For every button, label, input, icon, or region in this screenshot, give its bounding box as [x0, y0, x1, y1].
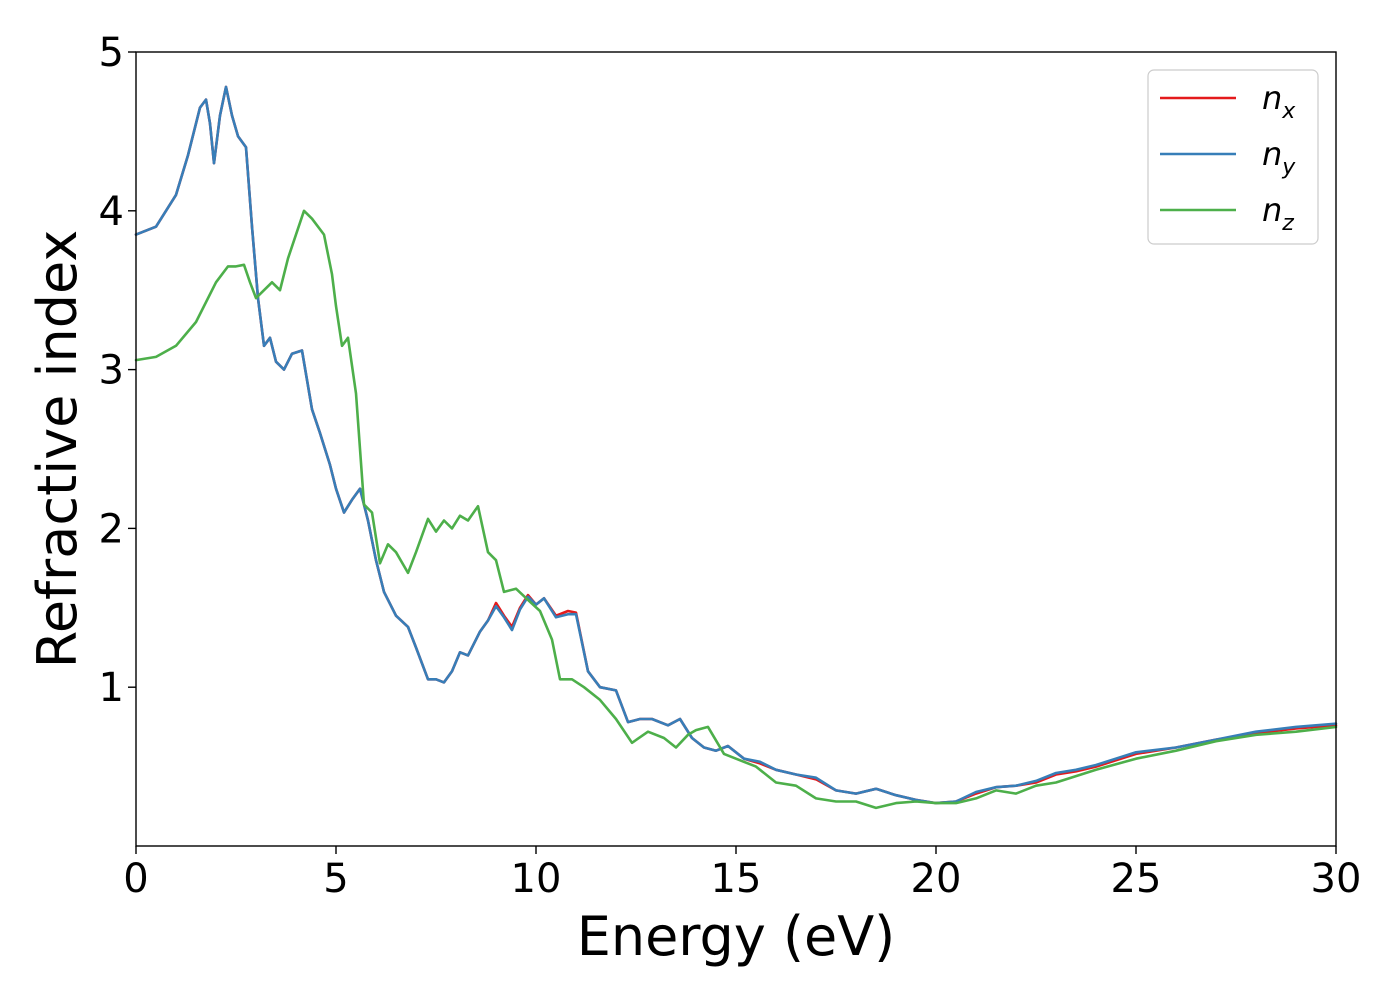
x-tick-label: 30	[1311, 856, 1362, 902]
x-tick-label: 20	[911, 856, 962, 902]
y-tick-label: 5	[99, 30, 124, 76]
plot-area	[134, 85, 1338, 810]
legend-label-nx: nx	[1262, 79, 1296, 124]
series-line-nz	[134, 209, 1338, 810]
x-tick-label: 0	[123, 856, 148, 902]
x-tick-label: 15	[711, 856, 762, 902]
y-tick-label: 2	[99, 506, 124, 552]
x-axis-label: Energy (eV)	[577, 905, 896, 968]
x-tick-label: 5	[323, 856, 348, 902]
x-tick-label: 10	[511, 856, 562, 902]
legend-box	[1147, 69, 1319, 245]
x-axis: 0 5 10 15 20 25 30	[123, 846, 1361, 902]
x-tick-label: 25	[1111, 856, 1162, 902]
y-tick-label: 3	[99, 348, 124, 394]
y-tick-label: 1	[99, 665, 124, 711]
y-axis: 1 2 3 4 5	[99, 30, 136, 711]
y-axis-label: Refractive index	[26, 230, 89, 669]
legend-label-ny: ny	[1262, 135, 1296, 180]
y-tick-label: 4	[99, 189, 124, 235]
